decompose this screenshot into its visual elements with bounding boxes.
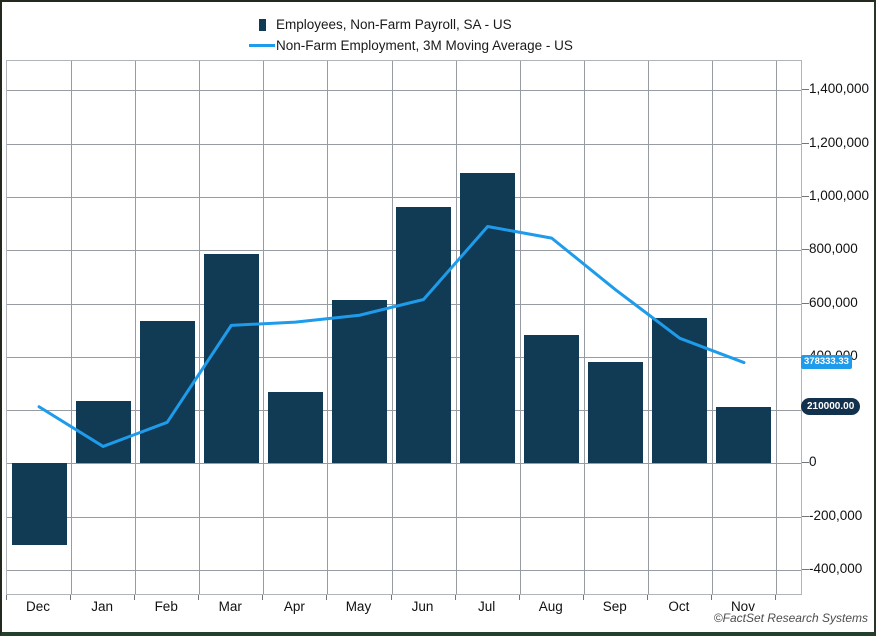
x-tick-label: Apr (283, 599, 305, 614)
x-tick-label: Jun (411, 599, 434, 614)
gridline (135, 61, 137, 594)
bar (75, 401, 131, 464)
bar (652, 317, 708, 464)
gridline (7, 90, 801, 92)
axis-tick (802, 462, 809, 464)
y-tick-label: 1,200,000 (809, 134, 870, 150)
gridline (7, 570, 801, 571)
x-tick-label: Mar (218, 599, 242, 614)
x-tick-label: Aug (538, 599, 563, 614)
x-tick-label: May (345, 599, 372, 614)
bar-last-value-badge: 210000.00 (801, 397, 861, 415)
axis-tick (646, 595, 648, 600)
axis-tick (262, 595, 264, 600)
gridline (263, 61, 265, 594)
axis-tick (710, 595, 712, 600)
axis-tick (6, 595, 7, 600)
legend-label-bar: Employees, Non-Farm Payroll, SA - US (276, 17, 512, 32)
axis-tick (454, 595, 456, 600)
plot-area (6, 60, 802, 595)
x-tick-label: Jan (91, 599, 114, 614)
bar (331, 299, 387, 464)
line-swatch-icon (248, 44, 276, 47)
y-tick-label: 600,000 (809, 294, 858, 310)
y-tick-label: -400,000 (809, 561, 863, 576)
gridline (7, 463, 801, 465)
gridline (7, 516, 801, 518)
line-last-value-badge: 378333.33 (801, 354, 852, 369)
trend-line (37, 224, 746, 448)
axis-tick (775, 595, 776, 600)
axis-tick (390, 595, 392, 600)
axis-tick (582, 595, 584, 600)
legend-row-bar: Employees, Non-Farm Payroll, SA - US (248, 14, 573, 35)
gridline (711, 61, 713, 594)
bar (588, 362, 644, 464)
axis-tick (134, 595, 136, 600)
bar (716, 407, 772, 464)
x-tick-label: Feb (154, 599, 178, 614)
axis-tick (70, 595, 72, 600)
gridline (776, 61, 777, 594)
legend-row-line: Non-Farm Employment, 3M Moving Average -… (248, 35, 573, 56)
bar-swatch-icon (248, 18, 276, 31)
gridline (391, 61, 393, 594)
x-tick-label: Sep (602, 599, 627, 614)
axis-tick (326, 595, 328, 600)
bar (203, 254, 259, 464)
gridline (583, 61, 585, 594)
gridline (455, 61, 457, 594)
x-tick-label: Jul (477, 599, 496, 614)
x-tick-label: Dec (26, 599, 51, 614)
copyright: ©FactSet Research Systems (713, 611, 868, 625)
gridline (647, 61, 649, 594)
axis-tick (802, 515, 809, 517)
axis-tick (802, 89, 809, 91)
axis-tick (802, 569, 809, 570)
y-tick-label: 1,000,000 (809, 187, 870, 203)
x-tick-label: Nov (730, 599, 755, 614)
y-tick-label: 1,400,000 (809, 81, 870, 97)
x-tick-label: Oct (668, 599, 690, 614)
gridline (7, 143, 801, 145)
gridline (327, 61, 329, 594)
axis-tick (518, 595, 520, 600)
bar (460, 172, 516, 464)
bar (396, 207, 452, 464)
legend-label-line: Non-Farm Employment, 3M Moving Average -… (276, 38, 573, 53)
gridline (71, 61, 73, 594)
axis-tick (802, 142, 809, 144)
axis-tick (802, 195, 809, 197)
axis-tick (802, 249, 809, 251)
bar (524, 334, 580, 464)
bar (267, 391, 323, 464)
y-tick-label: 0 (809, 454, 817, 470)
axis-tick (198, 595, 200, 600)
axis-tick (802, 302, 809, 304)
y-tick-label: 800,000 (809, 241, 858, 257)
bar (11, 463, 67, 545)
legend: Employees, Non-Farm Payroll, SA - US Non… (248, 14, 573, 56)
y-tick-label: -200,000 (809, 507, 863, 523)
gridline (199, 61, 201, 594)
gridline (519, 61, 521, 594)
gridline (7, 196, 801, 198)
